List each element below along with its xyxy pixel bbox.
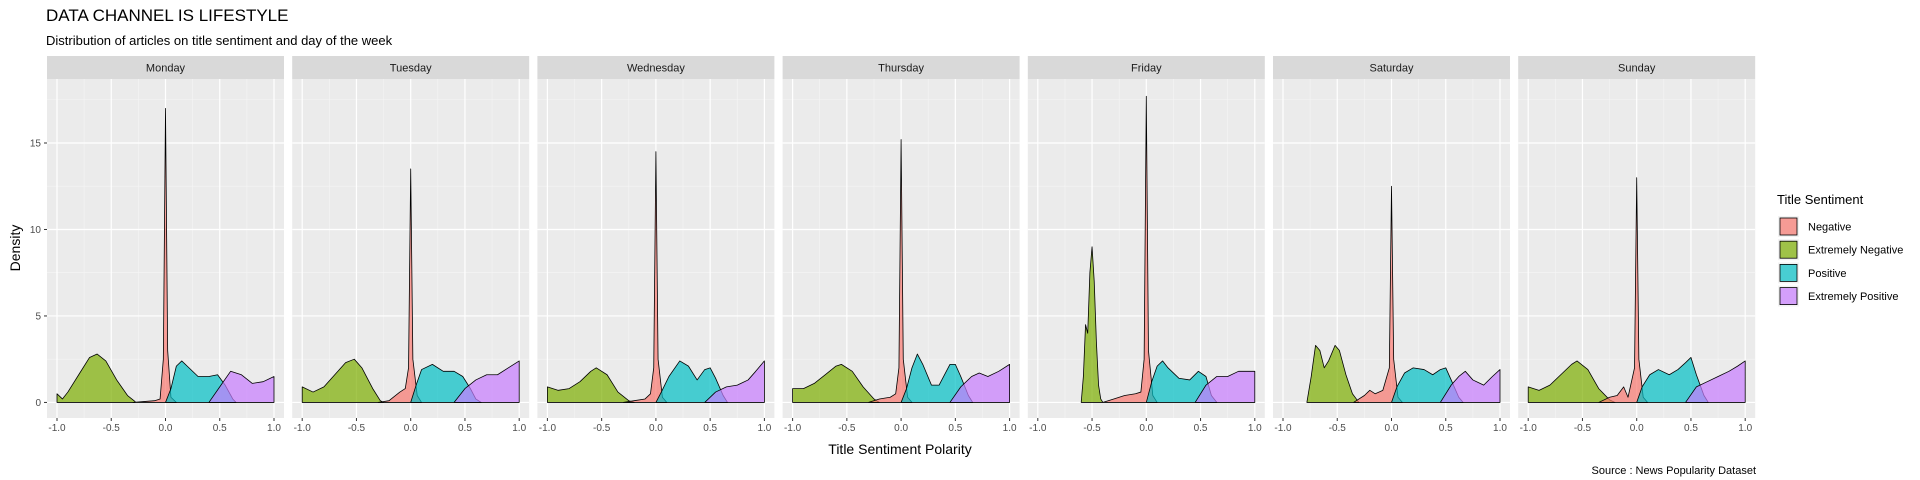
facet-strip (537, 56, 775, 79)
legend-label: Extremely Negative (1808, 245, 1903, 257)
density-area-extremely-negative (56, 353, 136, 403)
x-tick-label: -1.0 (539, 423, 557, 434)
x-tick-label: 1.0 (1493, 423, 1507, 434)
chart-caption: Source : News Popularity Dataset (1592, 465, 1756, 477)
x-tick-label: -0.5 (593, 423, 611, 434)
x-tick-label: -0.5 (1329, 423, 1347, 434)
x-tick-label: 1.0 (1248, 423, 1262, 434)
x-tick-label: 0.5 (703, 423, 717, 434)
x-tick-label: -1.0 (294, 423, 312, 434)
legend-title: Title Sentiment (1777, 192, 1864, 207)
x-tick-label: 0.0 (159, 423, 173, 434)
x-tick-label: -0.5 (838, 423, 856, 434)
x-tick-label: -0.5 (348, 423, 366, 434)
facet-strip-label: Sunday (1618, 63, 1656, 75)
x-tick-label: 0.5 (458, 423, 472, 434)
x-tick-label: -1.0 (1029, 423, 1047, 434)
facet-panel-thursday: Thursday -1.0 -0.5 0.0 0.5 1.0 (782, 56, 1020, 434)
density-area-extremely-positive (1685, 360, 1746, 403)
facet-panel-saturday: Saturday -1.0 -0.5 0.0 0.5 1.0 (1273, 56, 1510, 434)
legend-item-positive: Positive (1778, 262, 1847, 284)
x-tick-label: 1.0 (1738, 423, 1752, 434)
density-area-extremely-positive (704, 360, 765, 403)
facet-strip (292, 56, 530, 79)
x-tick-label: -0.5 (1083, 423, 1101, 434)
facet-strip (1518, 56, 1756, 79)
facet-strip (782, 56, 1020, 79)
facet-strip-label: Saturday (1369, 63, 1414, 75)
x-tick-label: -0.5 (1574, 423, 1592, 434)
x-tick-label: -0.5 (103, 423, 121, 434)
x-tick-label: -1.0 (1520, 423, 1538, 434)
facet-panel-wednesday: Wednesday -1.0 -0.5 0.0 0.5 1.0 (537, 56, 775, 434)
x-tick-label: -1.0 (1274, 423, 1292, 434)
legend-label: Positive (1808, 268, 1847, 280)
facet-strip (1027, 56, 1265, 79)
density-area-extremely-negative (792, 363, 880, 403)
legend-item-extremely-positive: Extremely Positive (1778, 285, 1898, 307)
facet-panel-monday: Monday -1.0 -0.5 0.0 0.5 1.0 0 5 10 15 (30, 56, 284, 434)
facet-strip (1273, 56, 1510, 79)
chart-title: DATA CHANNEL IS LIFESTYLE (46, 6, 288, 25)
x-tick-label: 0.0 (894, 423, 908, 434)
facet-strip (47, 56, 284, 79)
density-area-extremely-positive (208, 370, 275, 403)
chart-subtitle: Distribution of articles on title sentim… (46, 33, 393, 48)
facet-strip-label: Wednesday (627, 63, 685, 75)
legend-swatch (1779, 287, 1798, 306)
density-area-extremely-negative (547, 367, 635, 403)
y-tick-label: 5 (35, 311, 41, 322)
density-area-extremely-positive (1194, 370, 1256, 403)
x-axis-label: Title Sentiment Polarity (828, 441, 971, 457)
density-area-extremely-negative (1080, 246, 1104, 403)
x-tick-label: 0.0 (649, 423, 663, 434)
x-tick-label: 0.0 (1630, 423, 1644, 434)
x-tick-label: 1.0 (267, 423, 281, 434)
facet-strip-label: Tuesday (390, 63, 432, 75)
legend-label: Negative (1808, 222, 1851, 234)
x-tick-label: -1.0 (784, 423, 802, 434)
facet-panel-friday: Friday -1.0 -0.5 0.0 0.5 1.0 (1027, 56, 1265, 434)
x-tick-label: 1.0 (1003, 423, 1017, 434)
facet-strip-label: Monday (146, 63, 186, 75)
facet-panels: Monday -1.0 -0.5 0.0 0.5 1.0 0 5 10 15 Tuesday -1.0… (30, 56, 1756, 434)
y-tick-label: 0 (35, 398, 41, 409)
density-area-extremely-positive (453, 360, 520, 403)
x-tick-label: 0.5 (213, 423, 227, 434)
x-tick-label: 0.5 (1684, 423, 1698, 434)
density-area-extremely-positive (949, 363, 1010, 403)
x-tick-label: -1.0 (48, 423, 66, 434)
x-tick-label: 0.5 (1194, 423, 1208, 434)
legend-item-extremely-negative: Extremely Negative (1778, 239, 1903, 261)
y-tick-label: 10 (30, 225, 42, 236)
x-tick-label: 0.5 (948, 423, 962, 434)
x-tick-label: 1.0 (757, 423, 771, 434)
x-tick-label: 0.5 (1439, 423, 1453, 434)
facet-strip-label: Friday (1131, 63, 1162, 75)
legend-swatch (1779, 263, 1798, 282)
y-axis-label: Density (7, 225, 23, 272)
density-area-extremely-positive (1439, 369, 1501, 403)
facet-panel-tuesday: Tuesday -1.0 -0.5 0.0 0.5 1.0 (292, 56, 530, 434)
x-tick-label: 0.0 (404, 423, 418, 434)
legend-item-negative: Negative (1778, 216, 1851, 237)
legend-label: Extremely Positive (1808, 291, 1898, 303)
legend: Title Sentiment Negative Extremely Negati… (1777, 192, 1903, 307)
x-tick-label: 0.0 (1139, 423, 1153, 434)
x-tick-label: 1.0 (512, 423, 526, 434)
legend-swatch (1779, 240, 1798, 259)
facet-panel-sunday: Sunday -1.0 -0.5 0.0 0.5 1.0 (1518, 56, 1756, 434)
density-area-extremely-negative (301, 358, 384, 403)
density-area-extremely-negative (1306, 344, 1360, 403)
legend-swatch (1779, 217, 1798, 236)
x-tick-label: 0.0 (1385, 423, 1399, 434)
facet-strip-label: Thursday (878, 63, 924, 75)
y-tick-label: 15 (30, 138, 42, 149)
